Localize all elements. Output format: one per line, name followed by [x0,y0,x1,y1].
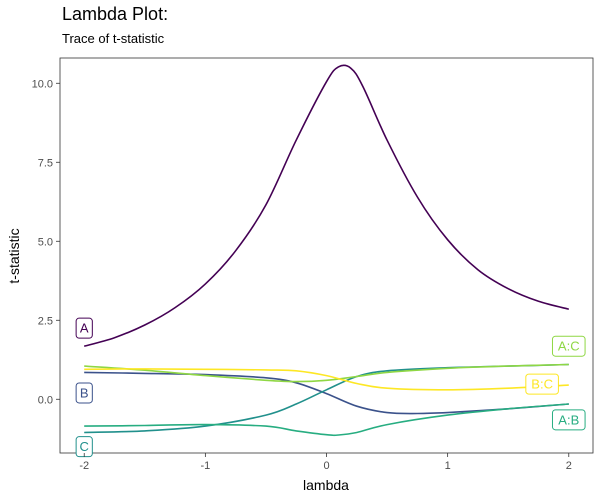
y-axis-title: t-statistic [6,228,22,283]
series-line-a [83,64,569,347]
label-layer: A B C A:C B:C A:B [75,317,586,458]
x-tick-label: 2 [566,460,572,472]
y-tick-label: 5.0 [38,236,53,248]
svg-text:C: C [80,439,89,454]
series-line-b-c [84,368,569,391]
plot-panel [59,57,594,454]
svg-text:B:C: B:C [531,377,553,392]
series-line-a-b [84,403,569,437]
chart-subtitle: Trace of t-statistic [62,31,165,46]
x-axis: -2 -1 0 1 2 [79,453,572,472]
series-layer [83,64,569,437]
x-tick-label: 0 [323,460,329,472]
x-tick-label: -1 [200,460,210,472]
y-tick-label: 10.0 [32,78,53,90]
svg-text:A:B: A:B [558,412,579,427]
x-axis-title: lambda [303,477,349,493]
series-line-a-c [84,363,569,383]
y-tick-label: 2.5 [38,315,53,327]
y-axis: 0.0 2.5 5.0 7.5 10.0 [32,78,60,406]
svg-text:A: A [80,321,89,336]
series-label-a-b: A:B [551,409,586,431]
series-label-b-c: B:C [525,373,559,395]
series-label-a: A [75,317,93,339]
x-tick-label: -2 [79,460,89,472]
series-label-a-c: A:C [551,335,586,357]
x-tick-label: 1 [445,460,451,472]
y-tick-label: 0.0 [38,394,53,406]
series-label-b: B [75,382,93,404]
y-tick-label: 7.5 [38,157,53,169]
svg-text:B: B [80,385,89,400]
chart-title: Lambda Plot: [62,4,169,24]
svg-text:A:C: A:C [558,339,580,354]
